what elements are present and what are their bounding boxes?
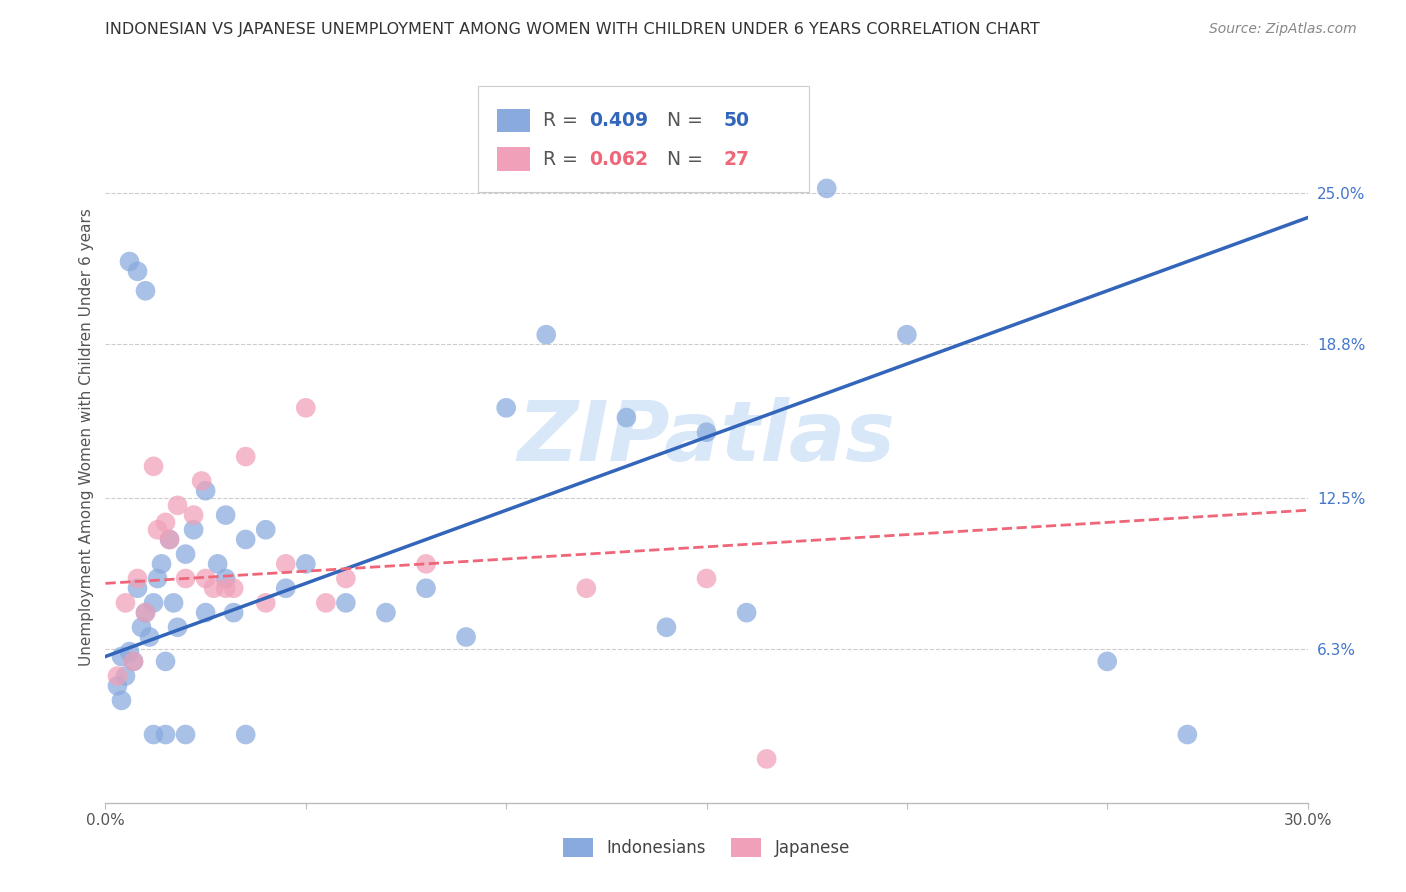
Point <box>183 523 205 537</box>
Point <box>131 620 153 634</box>
Point <box>174 547 197 561</box>
Point <box>295 557 318 571</box>
Point <box>274 581 297 595</box>
FancyBboxPatch shape <box>478 86 808 192</box>
Point <box>315 596 337 610</box>
Point <box>138 630 160 644</box>
Text: N =: N = <box>655 111 709 130</box>
Point <box>194 572 217 586</box>
Text: ZIPatlas: ZIPatlas <box>517 397 896 477</box>
Text: 0.062: 0.062 <box>589 150 648 169</box>
Point <box>118 645 141 659</box>
Point <box>235 533 257 547</box>
Point <box>107 679 129 693</box>
Point <box>235 450 257 464</box>
Point <box>696 572 718 586</box>
Point <box>127 581 149 595</box>
Point <box>127 264 149 278</box>
FancyBboxPatch shape <box>498 147 530 171</box>
Point <box>214 572 236 586</box>
Point <box>735 606 758 620</box>
Point <box>159 533 181 547</box>
Point <box>159 533 181 547</box>
Point <box>214 508 236 522</box>
Point <box>274 557 297 571</box>
Point <box>162 596 184 610</box>
Point <box>127 572 149 586</box>
Point <box>155 516 177 530</box>
Point <box>575 581 598 595</box>
Point <box>183 508 205 522</box>
Point <box>335 572 357 586</box>
Point <box>166 499 188 513</box>
Point <box>107 669 129 683</box>
Point <box>335 596 357 610</box>
Point <box>114 596 136 610</box>
Text: 27: 27 <box>723 150 749 169</box>
Point <box>135 606 157 620</box>
Point <box>374 606 398 620</box>
Point <box>142 459 165 474</box>
Point <box>495 401 517 415</box>
Point <box>122 654 145 668</box>
Point <box>415 581 437 595</box>
Point <box>454 630 477 644</box>
Point <box>110 649 132 664</box>
Point <box>222 606 245 620</box>
Text: 0.409: 0.409 <box>589 111 648 130</box>
Point <box>755 752 778 766</box>
Point <box>146 523 169 537</box>
Point <box>194 606 217 620</box>
Point <box>135 606 157 620</box>
Point <box>254 596 277 610</box>
Text: INDONESIAN VS JAPANESE UNEMPLOYMENT AMONG WOMEN WITH CHILDREN UNDER 6 YEARS CORR: INDONESIAN VS JAPANESE UNEMPLOYMENT AMON… <box>105 22 1040 37</box>
Point <box>655 620 678 634</box>
Point <box>415 557 437 571</box>
Point <box>1177 727 1199 741</box>
Point <box>114 669 136 683</box>
Point <box>815 181 838 195</box>
Point <box>896 327 918 342</box>
Point <box>174 572 197 586</box>
Y-axis label: Unemployment Among Women with Children Under 6 years: Unemployment Among Women with Children U… <box>79 208 94 666</box>
Point <box>122 654 145 668</box>
Point <box>254 523 277 537</box>
Point <box>235 727 257 741</box>
Text: Source: ZipAtlas.com: Source: ZipAtlas.com <box>1209 22 1357 37</box>
Point <box>166 620 188 634</box>
Text: N =: N = <box>655 150 709 169</box>
Point <box>142 727 165 741</box>
Text: 50: 50 <box>723 111 749 130</box>
Point <box>616 410 638 425</box>
Point <box>142 596 165 610</box>
Point <box>155 727 177 741</box>
Point <box>146 572 169 586</box>
Point <box>118 254 141 268</box>
Point <box>534 327 557 342</box>
Point <box>207 557 229 571</box>
Text: R =: R = <box>543 111 583 130</box>
Point <box>222 581 245 595</box>
Point <box>194 483 217 498</box>
Point <box>696 425 718 440</box>
Text: R =: R = <box>543 150 583 169</box>
Point <box>174 727 197 741</box>
Point <box>295 401 318 415</box>
Point <box>150 557 173 571</box>
Point <box>190 474 212 488</box>
FancyBboxPatch shape <box>498 109 530 132</box>
Point <box>214 581 236 595</box>
Legend: Indonesians, Japanese: Indonesians, Japanese <box>557 831 856 864</box>
Point <box>1097 654 1119 668</box>
Point <box>110 693 132 707</box>
Point <box>202 581 225 595</box>
Point <box>135 284 157 298</box>
Point <box>155 654 177 668</box>
